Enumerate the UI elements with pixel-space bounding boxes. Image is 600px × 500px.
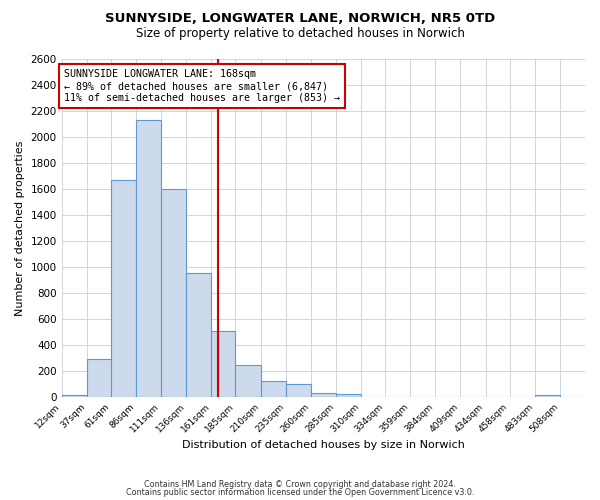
Bar — [111, 180, 136, 398]
Bar — [385, 397, 410, 398]
Bar — [260, 381, 286, 398]
Bar — [87, 359, 111, 398]
Y-axis label: Number of detached properties: Number of detached properties — [15, 140, 25, 316]
Bar — [361, 397, 385, 398]
Bar — [186, 272, 211, 398]
Text: Contains public sector information licensed under the Open Government Licence v3: Contains public sector information licen… — [126, 488, 474, 497]
Bar — [436, 397, 460, 398]
Bar — [235, 365, 260, 398]
Bar — [211, 331, 235, 398]
Bar — [286, 384, 311, 398]
Bar — [161, 189, 186, 398]
Bar — [136, 120, 161, 398]
Text: SUNNYSIDE LONGWATER LANE: 168sqm
← 89% of detached houses are smaller (6,847)
11: SUNNYSIDE LONGWATER LANE: 168sqm ← 89% o… — [64, 70, 340, 102]
Text: Contains HM Land Registry data © Crown copyright and database right 2024.: Contains HM Land Registry data © Crown c… — [144, 480, 456, 489]
X-axis label: Distribution of detached houses by size in Norwich: Distribution of detached houses by size … — [182, 440, 465, 450]
Bar — [336, 394, 361, 398]
Bar — [311, 393, 336, 398]
Text: Size of property relative to detached houses in Norwich: Size of property relative to detached ho… — [136, 28, 464, 40]
Text: SUNNYSIDE, LONGWATER LANE, NORWICH, NR5 0TD: SUNNYSIDE, LONGWATER LANE, NORWICH, NR5 … — [105, 12, 495, 26]
Bar — [62, 395, 87, 398]
Bar — [535, 395, 560, 398]
Bar — [410, 397, 436, 398]
